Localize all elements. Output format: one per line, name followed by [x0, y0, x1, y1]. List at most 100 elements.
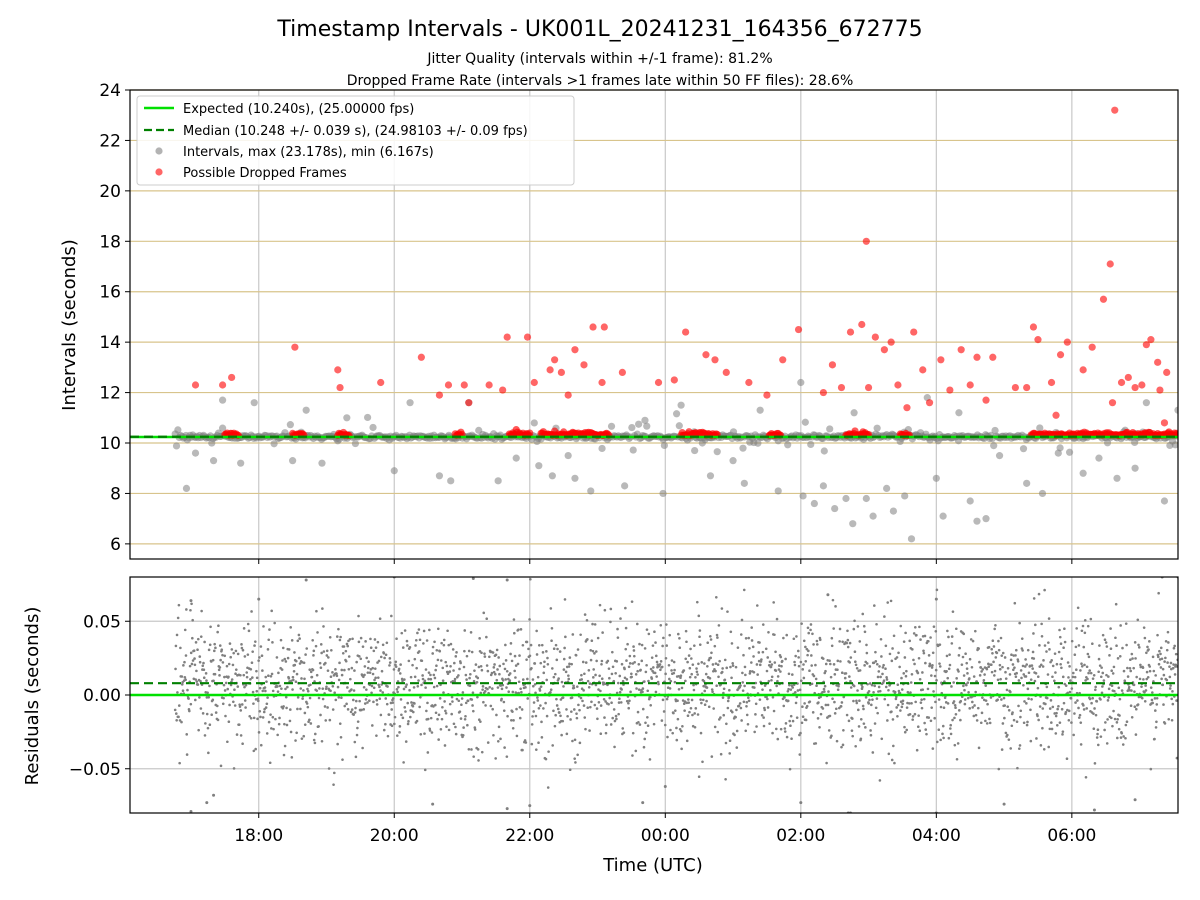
residual-point: [770, 678, 773, 682]
residual-point: [853, 660, 857, 664]
residual-point: [924, 661, 927, 665]
residual-point: [414, 644, 417, 647]
residual-point: [963, 688, 966, 692]
residual-point: [1003, 656, 1007, 659]
residual-point: [846, 645, 850, 649]
residual-point: [604, 700, 607, 703]
residual-point: [762, 724, 766, 728]
residual-point: [470, 650, 474, 654]
residual-point: [833, 712, 837, 715]
residual-point: [404, 740, 408, 743]
residual-point: [1013, 666, 1016, 669]
residual-point: [188, 664, 192, 668]
residual-point: [485, 635, 488, 639]
residual-point: [313, 741, 317, 745]
residual-point: [1077, 644, 1081, 647]
residual-point: [1134, 657, 1137, 660]
residual-point: [720, 670, 724, 674]
residual-point: [1135, 675, 1138, 679]
residual-point: [542, 665, 546, 668]
residual-point: [1110, 669, 1113, 673]
dropped-frame-point: [571, 346, 579, 354]
residual-point: [596, 636, 600, 640]
residual-point: [401, 646, 405, 649]
interval-point: [973, 517, 981, 525]
residual-point: [802, 676, 806, 680]
residual-point: [863, 664, 866, 667]
dropped-frame-point: [957, 346, 965, 354]
residual-point: [253, 644, 256, 647]
residual-point: [649, 704, 653, 707]
residual-point: [595, 707, 599, 710]
residual-point: [175, 633, 179, 637]
residual-point: [827, 690, 830, 693]
residual-point: [294, 739, 297, 742]
residual-point: [265, 702, 269, 706]
residual-point: [558, 711, 561, 714]
residual-point: [904, 631, 907, 635]
residual-point: [241, 742, 244, 746]
residual-point: [968, 707, 972, 710]
residual-point: [862, 722, 866, 725]
residual-point: [709, 634, 712, 638]
residual-point: [697, 614, 701, 618]
residual-point: [1037, 718, 1040, 722]
residual-point: [187, 697, 190, 700]
residual-point: [752, 670, 756, 674]
residual-point: [354, 699, 358, 703]
residual-point: [599, 704, 603, 707]
residual-point: [1023, 665, 1027, 668]
residual-point: [495, 678, 499, 682]
residual-point: [191, 618, 194, 622]
residual-point: [748, 672, 752, 675]
residual-point: [661, 698, 665, 702]
residual-point: [177, 603, 181, 607]
residual-point: [226, 687, 230, 691]
residual-point: [1165, 648, 1169, 652]
residual-point: [1100, 691, 1104, 695]
residual-point: [821, 707, 825, 710]
residual-point: [779, 670, 782, 673]
residual-point: [446, 629, 449, 633]
residual-point: [693, 725, 697, 729]
residual-point: [1099, 675, 1103, 679]
residual-point: [797, 656, 800, 659]
residual-point: [481, 685, 485, 688]
residual-point: [381, 643, 385, 647]
residual-point: [777, 664, 781, 667]
residual-point: [590, 700, 593, 704]
residual-point: [877, 670, 881, 673]
residual-point: [1098, 644, 1101, 647]
residual-point: [839, 660, 842, 663]
residual-point: [730, 676, 733, 680]
dropped-frame-point: [966, 381, 974, 389]
residual-point: [1041, 665, 1045, 668]
residual-point: [404, 710, 407, 713]
residual-point: [421, 674, 424, 677]
residual-point: [896, 715, 899, 718]
residual-point: [761, 650, 765, 654]
residual-point: [707, 705, 711, 709]
residual-point: [305, 647, 309, 650]
residual-point: [246, 622, 250, 626]
residual-point: [1047, 745, 1051, 749]
residual-point: [634, 673, 638, 676]
residual-point: [532, 710, 535, 713]
residual-point: [326, 706, 329, 709]
residual-point: [748, 646, 751, 650]
residual-point: [660, 665, 664, 669]
residual-point: [514, 664, 518, 667]
residual-point: [445, 725, 448, 728]
residual-point: [637, 688, 641, 691]
residual-point: [257, 731, 261, 734]
residual-point: [981, 668, 985, 671]
residual-point: [1137, 695, 1141, 699]
residual-point: [950, 635, 954, 638]
interval-point: [302, 406, 310, 414]
residual-point: [905, 669, 908, 673]
dropped-frame-point: [982, 396, 990, 404]
residual-point: [1054, 714, 1058, 718]
residual-point: [340, 673, 344, 677]
residual-point: [312, 649, 316, 653]
residual-point: [810, 682, 814, 686]
